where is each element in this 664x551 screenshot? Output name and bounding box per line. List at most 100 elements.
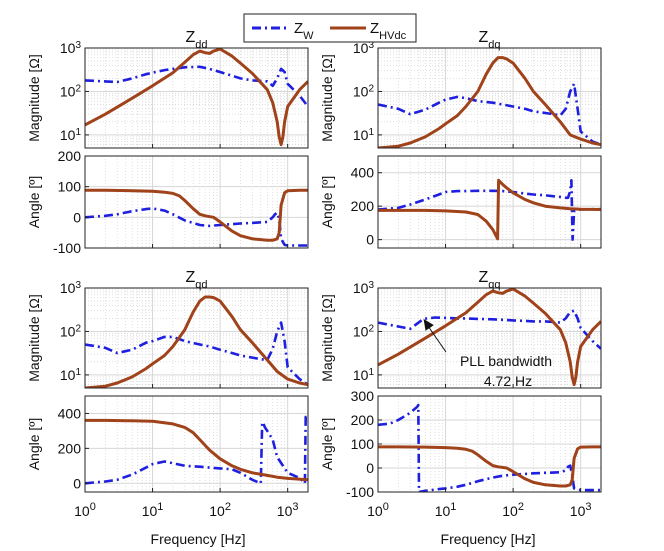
y-tick-label: 200 <box>58 148 82 164</box>
series-zhvdc-line <box>85 48 308 147</box>
panel-qd-ang: 0 200 400 Angle [º] 100 101 102 103 <box>26 395 309 519</box>
panel-title: Zdq <box>478 29 500 51</box>
y-axis-label: Magnitude [Ω] <box>319 294 335 382</box>
series-group <box>85 48 308 147</box>
annotation-arrow-line <box>426 323 447 353</box>
x-axis-label-left: Frequency [Hz] <box>151 531 246 547</box>
series-zw-line <box>378 309 601 350</box>
annotation-line-2: 4.72 Hz <box>484 373 532 389</box>
axes-frame <box>377 47 602 149</box>
x-tick-label: 100 <box>367 501 389 519</box>
y-tick-label: 0 <box>366 460 374 476</box>
panel-title: Zqd <box>185 269 207 291</box>
pll-annotation: PLL bandwidth 4.72 Hz <box>423 318 552 389</box>
y-tick-label: 102 <box>60 323 82 340</box>
annotation-arrow-head <box>423 318 434 331</box>
y-tick-label: 100 <box>351 436 375 452</box>
panel-qq-ang: -100 0 100 200 300 Angle [º] 100 101 102 103 <box>319 388 602 519</box>
panel-title: Zqq <box>478 269 500 291</box>
y-axis-label: Magnitude [Ω] <box>26 294 42 382</box>
y-tick-label: -100 <box>346 484 374 500</box>
series-zw-line <box>85 415 308 485</box>
legend: ZW ZHVdc <box>243 13 417 43</box>
axes-frame <box>84 287 309 389</box>
y-tick-label: 101 <box>60 366 82 383</box>
y-axis-label: Angle [º] <box>26 176 42 229</box>
series-zw-line <box>378 82 601 146</box>
x-tick-label: 103 <box>570 501 592 519</box>
axes-frame <box>377 287 602 389</box>
y-tick-label: 101 <box>353 366 375 383</box>
x-tick-label: 101 <box>142 501 164 519</box>
plot-area <box>85 156 308 248</box>
y-tick-label: 0 <box>73 475 81 491</box>
series-zhvdc-line <box>85 188 308 242</box>
series-zw-line <box>85 321 308 386</box>
axes-frame <box>377 155 602 249</box>
y-tick-label: 0 <box>73 209 81 225</box>
panel-dd-mag: 101 102 103 Magnitude [Ω] Zdd <box>26 29 309 149</box>
panels: 101 102 103 Magnitude [Ω] Zdd -100 0 100 200 Angl… <box>26 29 602 519</box>
series-zhvdc-line <box>85 295 308 388</box>
legend-zhvdc-label: ZHVdc <box>370 20 407 42</box>
series-zhvdc-line <box>378 178 601 241</box>
y-tick-label: 102 <box>353 83 375 100</box>
y-axis-label: Magnitude [Ω] <box>26 54 42 142</box>
axes-frame <box>84 395 309 493</box>
panel-qq-mag: 101 102 103 Magnitude [Ω] Zqq <box>319 269 602 389</box>
axes-frame <box>84 155 309 249</box>
panel-title: Zdd <box>185 29 207 51</box>
panel-dq-mag: 101 102 103 Magnitude [Ω] Zdq <box>319 29 602 149</box>
series-zw-line <box>85 207 308 247</box>
x-tick-label: 102 <box>502 501 524 519</box>
panel-dd-ang: -100 0 100 200 Angle [º] <box>26 148 309 256</box>
y-tick-label: 102 <box>60 83 82 100</box>
y-tick-label: 400 <box>58 405 82 421</box>
y-tick-label: 400 <box>351 165 375 181</box>
axes-frame <box>84 47 309 149</box>
plot-area <box>378 156 601 248</box>
y-tick-label: 101 <box>60 126 82 143</box>
y-tick-label: 200 <box>351 412 375 428</box>
series-zhvdc-line <box>378 56 601 148</box>
y-axis-label: Angle [º] <box>319 418 335 471</box>
y-axis-label: Angle [º] <box>319 176 335 229</box>
series-zhvdc-line <box>85 418 308 482</box>
y-axis-label: Magnitude [Ω] <box>319 54 335 142</box>
series-zw-line <box>378 179 601 241</box>
x-tick-label: 100 <box>74 501 96 519</box>
y-tick-label: 101 <box>353 126 375 143</box>
x-tick-label: 101 <box>435 501 457 519</box>
series-group <box>378 178 601 241</box>
series-group <box>85 415 308 485</box>
legend-zw-label: ZW <box>294 20 314 42</box>
panel-qd-mag: 101 102 103 Magnitude [Ω] Zqd <box>26 269 309 389</box>
x-axis-label-right: Frequency [Hz] <box>441 531 536 547</box>
y-tick-label: 100 <box>58 179 82 195</box>
series-group <box>378 288 601 387</box>
series-group <box>378 56 601 148</box>
series-group <box>85 295 308 388</box>
y-axis-label: Angle [º] <box>26 418 42 471</box>
annotation-line-1: PLL bandwidth <box>460 353 552 369</box>
y-tick-label: 103 <box>353 280 375 297</box>
y-tick-label: 300 <box>351 388 375 404</box>
y-tick-label: 102 <box>353 323 375 340</box>
panel-dq-ang: 0 200 400 Angle [º] <box>319 155 602 249</box>
y-tick-label: 0 <box>366 232 374 248</box>
series-zhvdc-line <box>378 445 601 488</box>
y-tick-label: 103 <box>60 40 82 57</box>
series-zw-line <box>378 403 601 492</box>
series-zhvdc-line <box>378 288 601 387</box>
x-tick-label: 103 <box>277 501 299 519</box>
series-zw-line <box>85 65 308 108</box>
y-tick-label: 200 <box>351 198 375 214</box>
y-tick-label: -100 <box>53 240 81 256</box>
y-tick-label: 103 <box>60 280 82 297</box>
x-tick-label: 102 <box>209 501 231 519</box>
series-group <box>85 188 308 247</box>
series-group <box>378 403 601 492</box>
y-tick-label: 200 <box>58 440 82 456</box>
y-tick-label: 103 <box>353 40 375 57</box>
